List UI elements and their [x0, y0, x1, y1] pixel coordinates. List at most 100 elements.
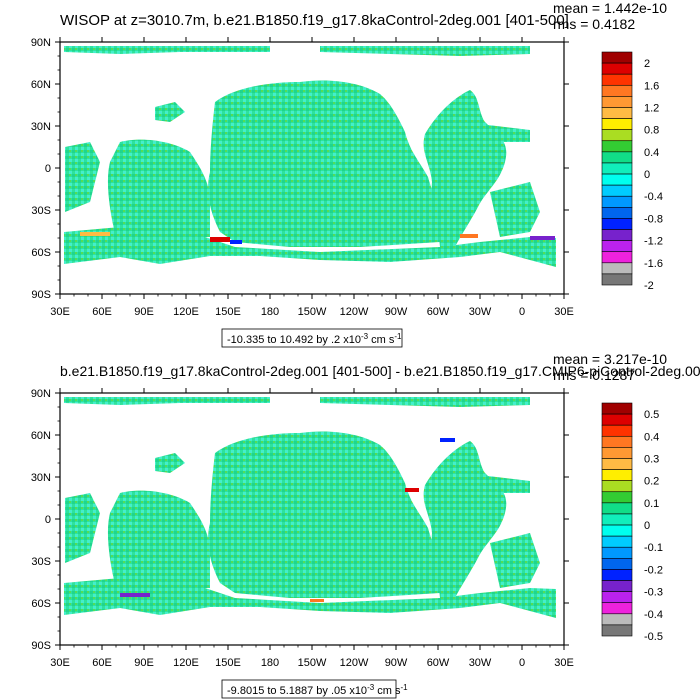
colorbar-swatch: [601, 262, 633, 275]
colorbar-swatch: [601, 480, 633, 493]
lon-label: 120E: [173, 657, 199, 669]
colorbar-label: -0.2: [644, 564, 663, 576]
colorbar-label: 0.8: [644, 125, 659, 137]
colorbar-swatch: [601, 184, 633, 197]
colorbar-label: 0.3: [644, 453, 659, 465]
panel-1-mean: mean = 1.442e-10: [553, 0, 667, 16]
lon-label: 30E: [50, 657, 70, 669]
colorbar-label: 0.2: [644, 476, 659, 488]
lon-label: 60E: [92, 657, 112, 669]
panel-1-map: [59, 41, 565, 295]
colorbar-swatch: [601, 173, 633, 186]
colorbar-label: -0.3: [644, 587, 663, 599]
colorbar-label: -2: [644, 280, 654, 292]
lon-label: 120W: [340, 306, 369, 318]
panel-1-rms: rms = 0.4182: [553, 16, 635, 32]
lon-label: 60W: [427, 306, 450, 318]
lon-label: 150E: [215, 306, 241, 318]
colorbar-swatch: [601, 62, 633, 75]
colorbar-swatch: [601, 535, 633, 548]
lat-label: 60N: [31, 430, 51, 442]
colorbar-swatch: [601, 435, 633, 448]
colorbar-swatch: [601, 240, 633, 253]
lat-label: 30S: [31, 556, 51, 568]
colorbar-label: -1.6: [644, 258, 663, 270]
lon-label: 30E: [50, 306, 70, 318]
lat-label: 90S: [31, 289, 51, 301]
colorbar-swatch: [601, 491, 633, 504]
colorbar-swatch: [601, 558, 633, 570]
panel-2-colorbar: 0.5 0.4 0.3 0.2 0.1 0 -0.1 -0.2 -0.3 -0.4 -0.5: [601, 402, 663, 643]
panel-1-colorbar: 2 1.6 1.2 0.8 0.4 0 -0.4 -0.8 -1.2 -1.6 -2: [601, 51, 663, 292]
lat-label: 90S: [31, 640, 51, 652]
colorbar-swatch: [601, 140, 633, 153]
colorbar-label: 0.4: [644, 147, 659, 159]
lon-label: 90E: [134, 657, 154, 669]
colorbar-swatch: [601, 546, 633, 559]
colorbar-label: -1.2: [644, 236, 663, 248]
lon-label: 90W: [385, 657, 408, 669]
lat-label: 30S: [31, 205, 51, 217]
lon-label: 30W: [469, 306, 492, 318]
colorbar-swatch: [601, 569, 633, 581]
lat-label: 90N: [31, 37, 51, 49]
lat-label: 60S: [31, 598, 51, 610]
lon-label: 0: [519, 657, 525, 669]
colorbar-label: 0: [644, 520, 650, 532]
colorbar-swatch: [601, 524, 633, 537]
colorbar-swatch: [601, 624, 633, 637]
lon-label: 90E: [134, 306, 154, 318]
lon-label: 180: [261, 657, 279, 669]
panel-2-rms: rms = 0.1287: [553, 367, 635, 383]
colorbar-swatch: [601, 273, 633, 286]
colorbar-label: 1.6: [644, 80, 659, 92]
lon-label: 150E: [215, 657, 241, 669]
panel-1: WISOP at z=3010.7m, b.e21.B1850.f19_g17.…: [31, 0, 667, 348]
colorbar-label: 0.4: [644, 431, 659, 443]
panel-2-title: b.e21.B1850.f19_g17.8kaControl-2deg.001 …: [60, 363, 700, 379]
colorbar-label: -0.5: [644, 631, 663, 643]
panel-1-axes: 90N 60N 30N 0 30S 60S 90S 30E 60E 90E 120E 150E 180 1…: [31, 37, 574, 318]
colorbar-label: 0: [644, 169, 650, 181]
colorbar-label: 0.1: [644, 498, 659, 510]
colorbar-label: -0.4: [644, 609, 663, 621]
lon-label: 180: [261, 306, 279, 318]
colorbar-swatch: [601, 207, 633, 219]
panel-1-title: WISOP at z=3010.7m, b.e21.B1850.f19_g17.…: [60, 12, 569, 29]
lon-label: 60E: [92, 306, 112, 318]
colorbar-swatch: [601, 73, 633, 86]
colorbar-swatch: [601, 602, 633, 615]
colorbar-swatch: [601, 591, 633, 604]
lon-label: 30E: [554, 306, 574, 318]
colorbar-swatch: [601, 413, 633, 426]
colorbar-swatch: [601, 195, 633, 208]
colorbar-swatch: [601, 96, 633, 108]
colorbar-swatch: [601, 424, 633, 437]
colorbar-swatch: [601, 447, 633, 459]
colorbar-label: 0.5: [644, 409, 659, 421]
colorbar-label: 2: [644, 58, 650, 70]
colorbar-swatch: [601, 129, 633, 142]
lon-label: 150W: [298, 657, 327, 669]
lat-label: 30N: [31, 121, 51, 133]
colorbar-swatch: [601, 469, 633, 481]
colorbar-swatch: [601, 107, 633, 119]
colorbar-label: -0.8: [644, 213, 663, 225]
colorbar-label: 1.2: [644, 102, 659, 114]
lon-label: 120E: [173, 306, 199, 318]
colorbar-swatch: [601, 502, 633, 515]
lon-label: 90W: [385, 306, 408, 318]
colorbar-swatch: [601, 118, 633, 130]
colorbar-swatch: [601, 151, 633, 164]
lat-label: 0: [45, 514, 51, 526]
panel-2-range-box: [221, 679, 397, 699]
panel-1-range-box: [221, 328, 403, 348]
colorbar-label: -0.1: [644, 542, 663, 554]
colorbar-swatch: [601, 613, 633, 626]
colorbar-swatch: [601, 84, 633, 97]
colorbar-swatch: [601, 402, 633, 415]
panel-2-range-text: -9.8015 to 5.1887 by .05 x10-3 cm s-1: [227, 683, 408, 697]
colorbar-swatch: [601, 218, 633, 230]
colorbar-swatch: [601, 458, 633, 470]
